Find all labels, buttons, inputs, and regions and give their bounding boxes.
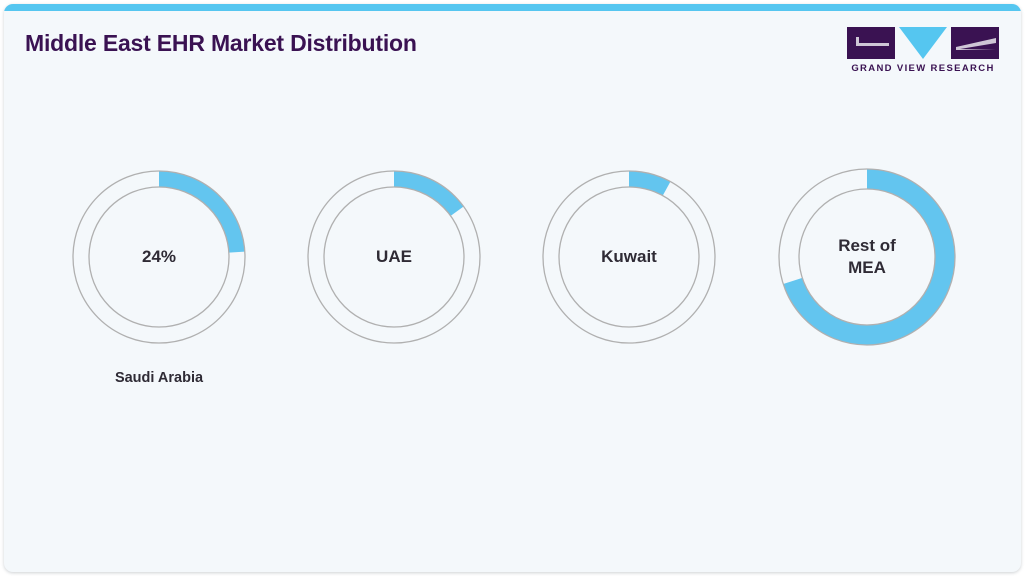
logo-right-block-icon [951,27,999,59]
donut-chart-4[interactable]: Rest of MEA [752,164,982,414]
donut-center-label-text: UAE [376,247,412,267]
donut-chart-3[interactable]: Kuwait [514,164,744,414]
donut-center-label-text: 24% [141,247,177,267]
donut-value-arc [73,171,245,343]
donut-center-label: Rest of MEA [774,164,960,350]
page-title: Middle East EHR Market Distribution [25,30,417,56]
chart-card: Middle East EHR Market Distribution GRAN… [4,4,1021,572]
logo-left-tick-glyph [856,37,859,46]
donut-center-label: Kuwait [536,164,722,350]
donut-value-arc [779,169,955,345]
donut-inner-edge [558,186,700,328]
donut-ring: Kuwait [536,164,722,350]
logo-triangle-icon [899,27,947,59]
donut-ring: Rest of MEA [774,164,960,350]
donut-center-label-line2-wrap: Rest of MEA [838,235,896,279]
grand-view-research-logo: GRAND VIEW RESEARCH [847,27,999,77]
donut-ring: 24% [66,164,252,350]
donut-value-arc [308,171,480,343]
logo-brand-text: GRAND VIEW RESEARCH [851,63,995,74]
donut-inner-edge [798,188,936,326]
accent-top-bar [4,4,1021,11]
donut-inner-edge [88,186,230,328]
donut-chart-row: 24% Saudi Arabia UAE Kuwait Rest of MEA [4,164,1021,414]
donut-ring: UAE [301,164,487,350]
logo-marks [847,27,999,59]
donut-outer-edge [72,170,246,344]
donut-outer-edge [307,170,481,344]
donut-value-arc [543,171,715,343]
donut-outer-edge [542,170,716,344]
donut-center-label-line1: Rest of [838,236,896,256]
donut-chart-2[interactable]: UAE [279,164,509,414]
donut-center-label: 24% [66,164,252,350]
donut-center-label-line2: MEA [848,258,886,277]
logo-left-block-icon [847,27,895,59]
donut-outer-edge [778,168,956,346]
donut-caption-label: Saudi Arabia [114,370,204,386]
logo-left-bar-glyph [856,43,889,46]
donut-chart-1[interactable]: 24% Saudi Arabia [44,164,274,414]
logo-swoosh-icon [956,38,996,50]
donut-center-label-text: Kuwait [601,247,657,267]
donut-inner-edge [323,186,465,328]
donut-center-label: UAE [301,164,487,350]
